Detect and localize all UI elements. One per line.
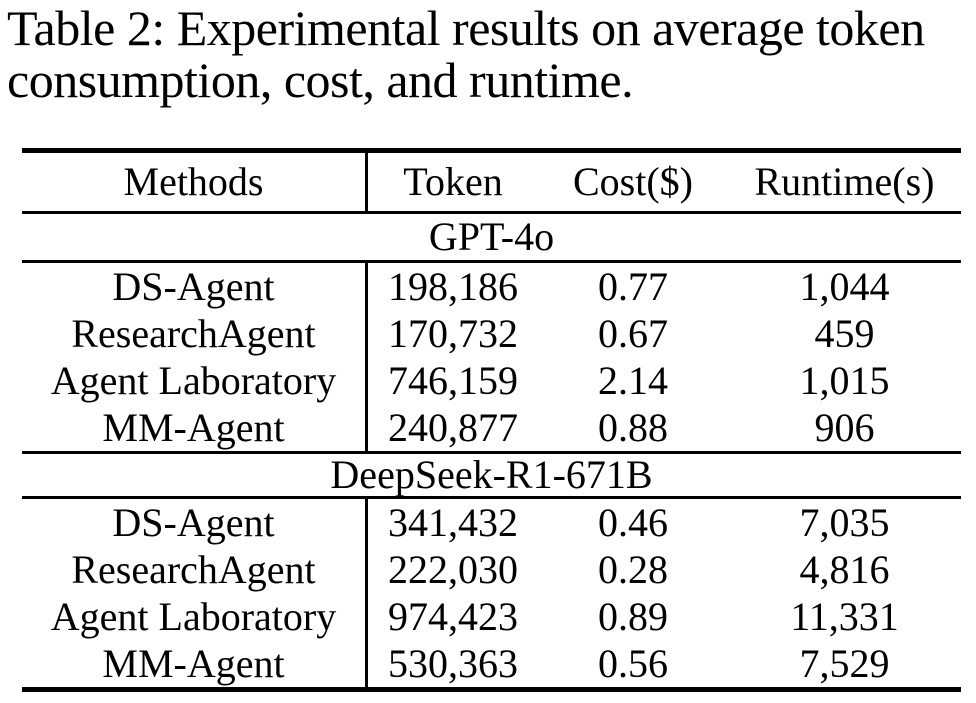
column-header-token: Token <box>403 159 503 204</box>
cost-cell: 0.77 <box>598 263 668 309</box>
method-cell: Agent Laboratory <box>22 593 368 640</box>
table-caption: Table 2: Experimental results on average… <box>7 2 925 106</box>
cost-cell: 0.67 <box>598 310 668 356</box>
token-cell: 974,423 <box>388 593 518 639</box>
cost-cell: 2.14 <box>598 357 668 403</box>
runtime-cell: 4,816 <box>799 546 890 592</box>
column-header-cost: Cost($) <box>573 159 693 204</box>
cost-cell: 0.28 <box>598 546 668 592</box>
method-cell: ResearchAgent <box>22 310 368 357</box>
runtime-cell: 7,035 <box>799 499 890 545</box>
section-title: GPT-4o <box>428 214 555 259</box>
table-row: Agent Laboratory 746,159 2.14 1,015 <box>22 357 961 404</box>
token-cell: 170,732 <box>388 310 518 356</box>
column-header-runtime: Runtime(s) <box>754 159 935 204</box>
table-row: Agent Laboratory 974,423 0.89 11,331 <box>22 593 961 640</box>
table-rule-top <box>22 148 961 153</box>
method-cell: ResearchAgent <box>22 546 368 593</box>
table-rule-bottom <box>22 687 961 692</box>
runtime-cell: 1,015 <box>799 357 890 403</box>
section-header-gpt-4o: GPT-4o <box>22 214 961 260</box>
table-rule-below-deepseek-header <box>22 496 961 499</box>
token-cell: 240,877 <box>388 404 518 450</box>
cost-cell: 0.46 <box>598 499 668 545</box>
runtime-cell: 11,331 <box>790 593 899 639</box>
table-row: MM-Agent 240,877 0.88 906 <box>22 404 961 451</box>
method-cell: DS-Agent <box>22 263 368 310</box>
table-header-row: Methods Token Cost($) Runtime(s) <box>22 153 961 211</box>
token-cell: 341,432 <box>388 499 518 545</box>
method-cell: DS-Agent <box>22 499 368 546</box>
section-header-deepseek-r1-671b: DeepSeek-R1-671B <box>22 454 961 496</box>
cost-cell: 0.56 <box>598 640 668 686</box>
method-cell: Agent Laboratory <box>22 357 368 404</box>
token-cell: 222,030 <box>388 546 518 592</box>
token-cell: 198,186 <box>388 263 518 309</box>
column-header-methods: Methods <box>22 153 368 211</box>
table-row: ResearchAgent 170,732 0.67 459 <box>22 310 961 357</box>
table-row: DS-Agent 198,186 0.77 1,044 <box>22 263 961 310</box>
caption-line-1: Table 2: Experimental results on average… <box>7 0 925 56</box>
section-title: DeepSeek-R1-671B <box>330 452 653 497</box>
runtime-cell: 1,044 <box>799 263 890 309</box>
results-table: Methods Token Cost($) Runtime(s) GPT-4o … <box>22 148 961 692</box>
table-rule-above-deepseek-header <box>22 451 961 454</box>
method-cell: MM-Agent <box>22 640 368 687</box>
table-row: DS-Agent 341,432 0.46 7,035 <box>22 499 961 546</box>
cost-cell: 0.89 <box>598 593 668 639</box>
table-row: ResearchAgent 222,030 0.28 4,816 <box>22 546 961 593</box>
runtime-cell: 7,529 <box>799 640 890 686</box>
token-cell: 746,159 <box>388 357 518 403</box>
caption-line-2: consumption, cost, and runtime. <box>7 52 634 108</box>
runtime-cell: 906 <box>814 404 875 450</box>
cost-cell: 0.88 <box>598 404 668 450</box>
table-row: MM-Agent 530,363 0.56 7,529 <box>22 640 961 687</box>
method-cell: MM-Agent <box>22 404 368 451</box>
table-rule-below-header <box>22 211 961 214</box>
table-rule-below-gpt4o-header <box>22 260 961 263</box>
token-cell: 530,363 <box>388 640 518 686</box>
runtime-cell: 459 <box>814 310 875 356</box>
